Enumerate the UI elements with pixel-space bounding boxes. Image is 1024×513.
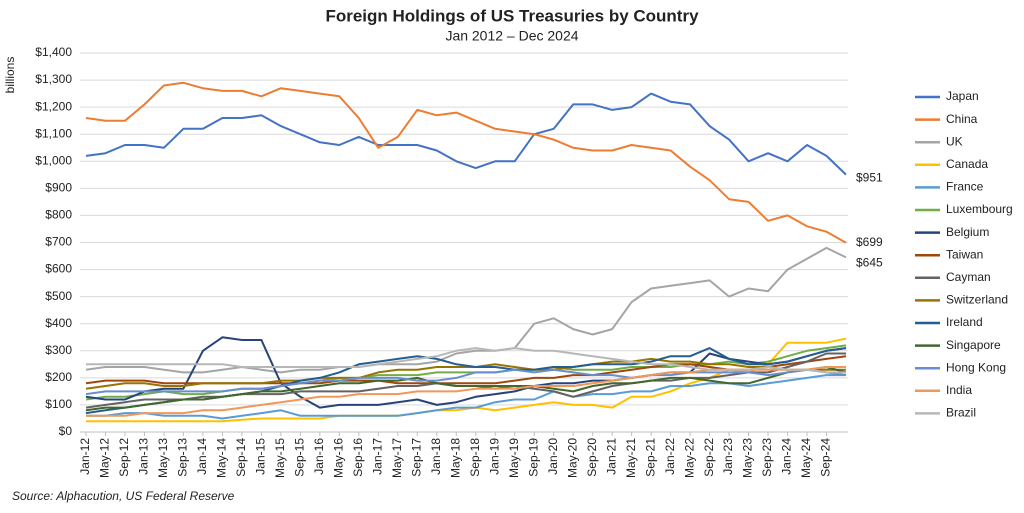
x-tick-label: Sep-17: [409, 438, 423, 477]
chart-title: Foreign Holdings of US Treasuries by Cou…: [325, 6, 699, 25]
series-line: [85, 246, 847, 374]
series-line: [85, 81, 847, 244]
series-line: [86, 337, 847, 423]
x-tick-label: Jan-22: [663, 438, 677, 475]
y-tick-label: $200: [45, 370, 72, 384]
x-tick-label: Sep-21: [643, 438, 657, 477]
x-tick-label: Sep-20: [585, 438, 599, 477]
series-line: [85, 366, 847, 412]
series-line: [86, 347, 846, 374]
x-tick-label: May-21: [624, 438, 638, 478]
x-tick-label: May-17: [390, 438, 404, 478]
y-tick-label: $1,100: [35, 126, 72, 140]
x-tick-label: Jan-14: [195, 438, 209, 475]
y-tick-label: $1,300: [35, 72, 72, 86]
series-line: [85, 344, 847, 401]
series-line: [86, 374, 846, 420]
legend-label: Cayman: [946, 270, 991, 284]
x-tick-label: Jan-17: [370, 438, 384, 475]
series-line: [85, 92, 847, 176]
legend-label: Luxembourg: [946, 202, 1013, 216]
y-tick-label: $1,200: [35, 99, 72, 113]
x-tick-label: Sep-19: [526, 438, 540, 477]
legend-label: France: [946, 180, 984, 194]
y-tick-label: $300: [45, 343, 72, 357]
legend-label: India: [946, 383, 972, 397]
x-tick-label: Jan-21: [604, 438, 618, 475]
x-tick-label: May-12: [98, 438, 112, 478]
x-tick-label: Sep-12: [117, 438, 131, 477]
x-tick-label: Sep-15: [293, 438, 307, 477]
x-tick-label: Jan-19: [487, 438, 501, 475]
legend-label: Switzerland: [946, 293, 1008, 307]
legend-label: Hong Kong: [946, 360, 1006, 374]
source-note: Source: Alphacution, US Federal Reserve: [12, 489, 235, 503]
x-tick-label: May-18: [448, 438, 462, 478]
y-tick-label: $600: [45, 262, 72, 276]
x-tick-label: Sep-16: [351, 438, 365, 477]
legend-label: Ireland: [946, 315, 983, 329]
legend-label: Brazil: [946, 406, 976, 420]
y-tick-label: $700: [45, 235, 72, 249]
y-tick-label: $1,400: [35, 45, 72, 59]
x-tick-label: Jan-18: [429, 438, 443, 475]
legend-label: Canada: [946, 157, 988, 171]
x-tick-label: May-19: [507, 438, 521, 478]
data-label: $951: [856, 171, 883, 185]
x-tick-label: May-20: [565, 438, 579, 478]
x-tick-label: Sep-24: [819, 438, 833, 477]
x-tick-label: May-24: [799, 438, 813, 478]
x-tick-label: Jan-20: [546, 438, 560, 475]
legend-label: UK: [946, 134, 963, 148]
x-tick-label: May-13: [156, 438, 170, 478]
x-tick-label: May-15: [273, 438, 287, 478]
legend-label: Singapore: [946, 338, 1001, 352]
data-label: $699: [856, 235, 883, 249]
series-line: [85, 357, 846, 390]
y-tick-label: $800: [45, 208, 72, 222]
y-axis-label: billions: [3, 57, 17, 94]
legend-label: China: [946, 112, 978, 126]
x-tick-label: Sep-14: [234, 438, 248, 477]
x-tick-label: May-22: [682, 438, 696, 478]
legend-label: Japan: [946, 89, 979, 103]
x-tick-label: Sep-23: [760, 438, 774, 477]
x-tick-label: Jan-12: [78, 438, 92, 475]
y-tick-label: $400: [45, 316, 72, 330]
x-tick-label: Sep-18: [468, 438, 482, 477]
x-tick-label: May-14: [215, 438, 229, 478]
y-tick-label: $500: [45, 289, 72, 303]
series-line: [85, 368, 847, 396]
legend-label: Taiwan: [946, 247, 983, 261]
x-tick-label: Jan-16: [312, 438, 326, 475]
y-tick-label: $100: [45, 397, 72, 411]
x-tick-label: May-16: [332, 438, 346, 478]
x-tick-label: Sep-22: [702, 438, 716, 477]
y-tick-label: $900: [45, 181, 72, 195]
x-tick-label: May-23: [741, 438, 755, 478]
legend-label: Belgium: [946, 225, 989, 239]
x-tick-label: Jan-13: [137, 438, 151, 475]
y-tick-label: $1,000: [35, 153, 72, 167]
series-line: [85, 336, 847, 409]
x-tick-label: Jan-15: [254, 438, 268, 475]
x-tick-label: Jan-23: [721, 438, 735, 475]
data-label: $645: [856, 256, 883, 270]
y-tick-label: $0: [59, 424, 73, 438]
x-tick-label: Sep-13: [176, 438, 190, 477]
chart-subtitle: Jan 2012 – Dec 2024: [445, 28, 578, 44]
x-tick-label: Jan-24: [780, 438, 794, 475]
